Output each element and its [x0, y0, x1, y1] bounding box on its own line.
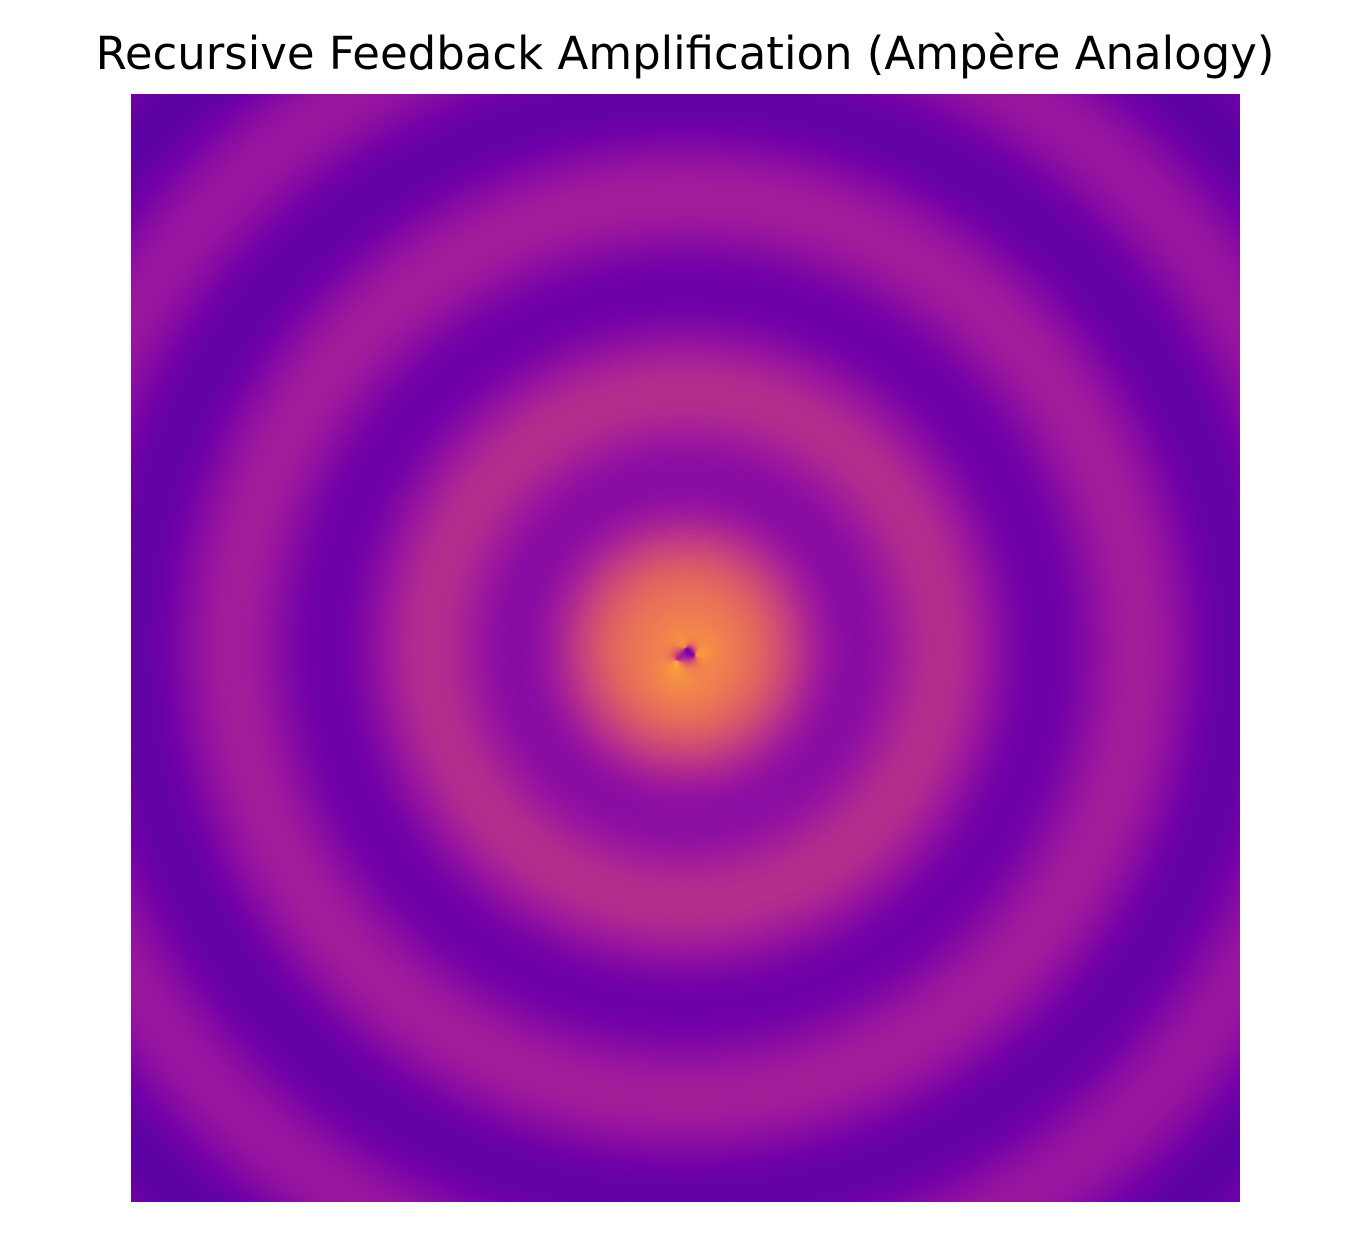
chart-title: Recursive Feedback Amplification (Ampère… [95, 27, 1275, 80]
heatmap-canvas [131, 94, 1240, 1202]
heatmap-plot [131, 94, 1240, 1202]
